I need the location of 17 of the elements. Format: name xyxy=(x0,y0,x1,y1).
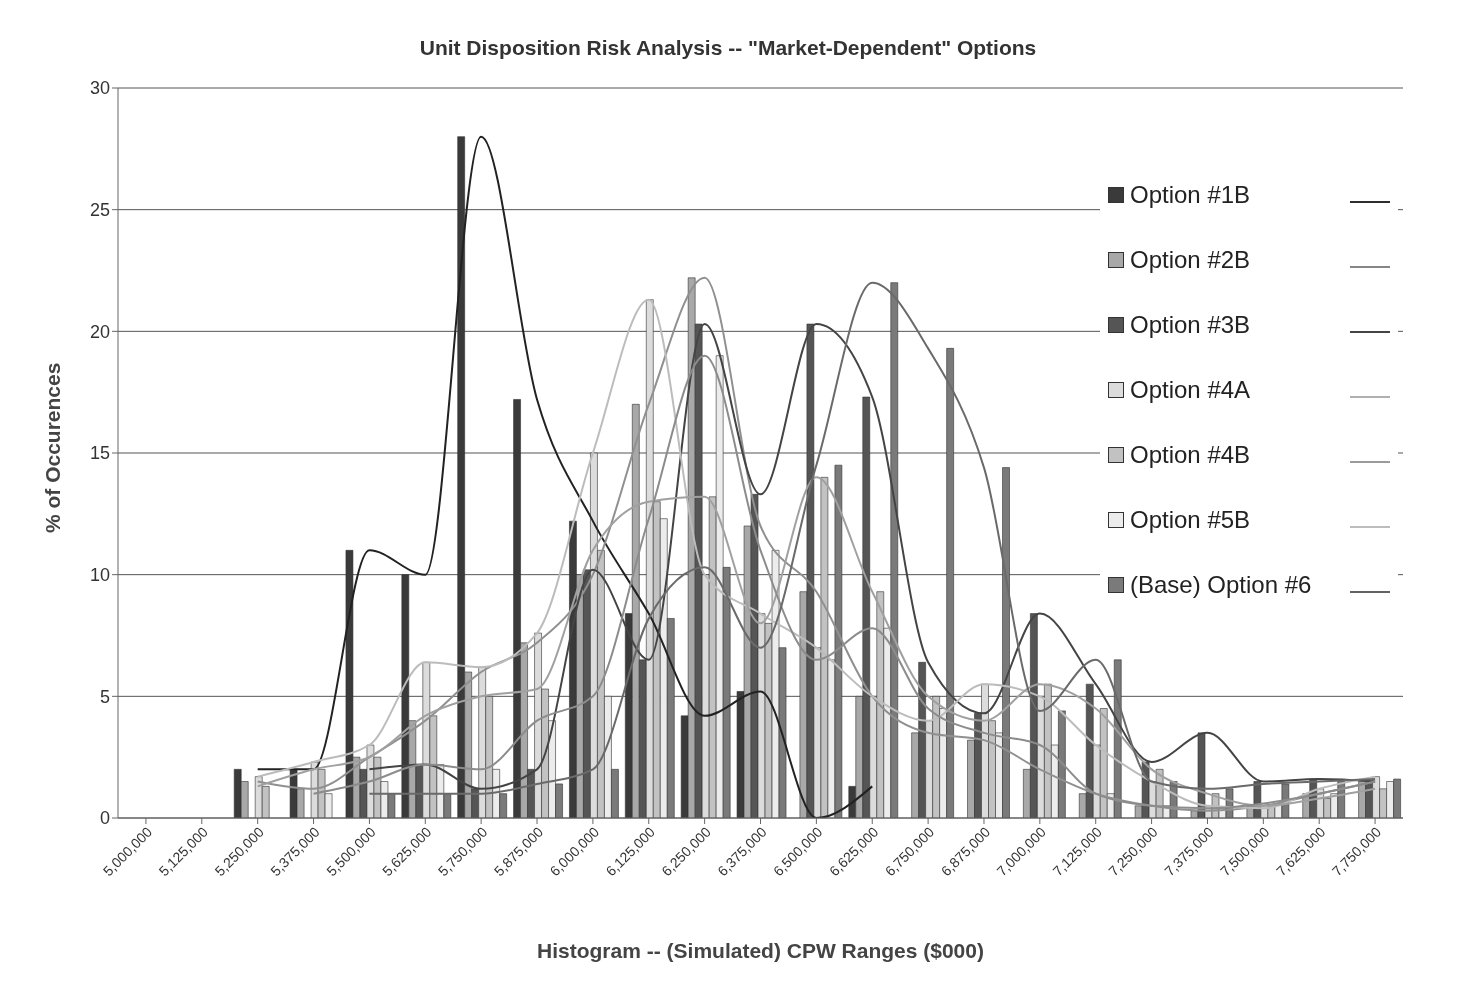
legend-label: Option #1B xyxy=(1130,180,1252,209)
y-tick-label: 25 xyxy=(89,200,110,221)
y-tick-label: 5 xyxy=(99,686,110,707)
legend-label: Option #4A xyxy=(1130,375,1252,404)
legend-label: Option #3B xyxy=(1130,310,1252,339)
legend-label: Option #2B xyxy=(1130,245,1252,274)
legend-label: Option #4B xyxy=(1130,440,1252,469)
legend-label: (Base) Option #6 xyxy=(1130,570,1313,599)
y-tick-label: 10 xyxy=(89,565,110,586)
y-tick-label: 15 xyxy=(89,443,110,464)
y-tick-label: 20 xyxy=(89,321,110,342)
y-axis-title: % of Occurences xyxy=(41,362,65,533)
legend-label: Option #5B xyxy=(1130,505,1252,534)
y-tick-label: 0 xyxy=(99,808,110,829)
chart-title: Unit Disposition Risk Analysis -- "Market-Dependent" Options xyxy=(418,36,1038,60)
y-tick-label: 30 xyxy=(89,78,110,99)
x-axis-title: Histogram -- (Simulated) CPW Ranges ($000) xyxy=(537,939,984,962)
